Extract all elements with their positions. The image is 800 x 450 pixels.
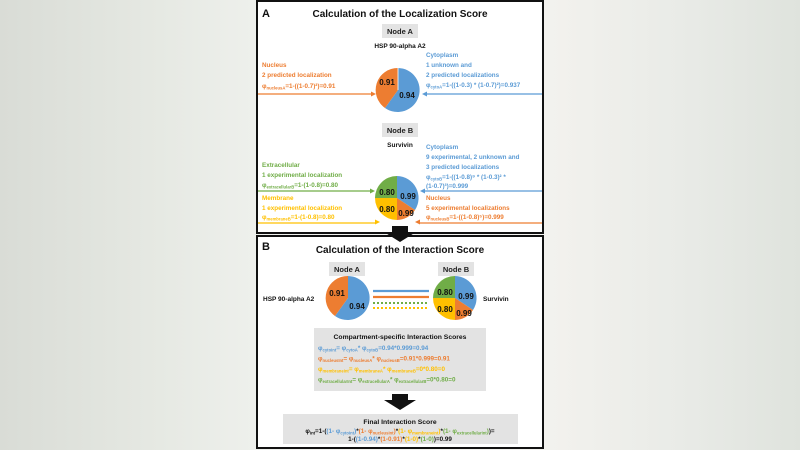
pie-value-nucleus: 0.99 bbox=[398, 209, 414, 218]
pie-slice-nucleus bbox=[325, 275, 348, 316]
pie-value-cytoplasm: 0.99 bbox=[458, 292, 474, 301]
node-b-label: Node B bbox=[443, 265, 470, 274]
pie-value-cytoplasm: 0.99 bbox=[400, 192, 416, 201]
node-b-cytoplasm-annotation: Cytoplasm 9 experimental, 2 unknown and … bbox=[426, 144, 520, 190]
pie-node-b-b: 0.80 0.99 0.80 0.99 bbox=[433, 276, 477, 320]
final-score-box bbox=[283, 414, 518, 444]
down-arrow-icon bbox=[384, 226, 416, 242]
annotation-text: 5 experimental localizations bbox=[426, 205, 510, 212]
annotation-title: Nucleus bbox=[262, 62, 287, 69]
annotation-title: Cytoplasm bbox=[426, 144, 459, 151]
final-formula-line-1: φint=1-((1- φcytoInt)*(1- φnucleusInt)*(… bbox=[305, 428, 495, 436]
pie-slice-nucleus bbox=[375, 67, 398, 108]
node-a-label: Node A bbox=[334, 265, 361, 274]
node-b-box bbox=[438, 262, 474, 276]
node-b-membrane-annotation: Membrane 1 experimental localization φme… bbox=[262, 195, 342, 222]
compartment-scores-title: Compartment-specific Interaction Scores bbox=[334, 334, 467, 341]
annotation-formula: φcytoA=1-((1-0.3) * (1-0.7)²)=0.937 bbox=[426, 82, 521, 90]
annotation-title: Membrane bbox=[262, 195, 294, 202]
pie-value-cytoplasm: 0.94 bbox=[349, 302, 365, 311]
annotation-text: 2 predicted localization bbox=[262, 72, 332, 79]
annotation-text: 1 experimental localization bbox=[262, 172, 342, 179]
pie-slice-cytoplasm bbox=[455, 276, 477, 310]
pie-node-a: 0.91 0.94 bbox=[375, 67, 420, 112]
panel-b-title: Calculation of the Interaction Score bbox=[316, 245, 485, 256]
pie-value-extracellular: 0.80 bbox=[379, 188, 395, 197]
node-a-nucleus-annotation: Nucleus 2 predicted localization φnucleu… bbox=[262, 62, 336, 91]
node-b-nucleus-annotation: Nucleus 5 experimental localizations φnu… bbox=[426, 195, 510, 222]
annotation-formula: φmembraneB=1-(1-0.8)=0.80 bbox=[262, 214, 335, 222]
pie-value-membrane: 0.80 bbox=[437, 305, 453, 314]
node-a-protein: HSP 90-alpha A2 bbox=[374, 43, 426, 50]
annotation-formula: φnucleusA=1-((1-0.7)²)=0.91 bbox=[262, 83, 336, 91]
pie-value-nucleus: 0.99 bbox=[456, 309, 472, 318]
annotation-title: Cytoplasm bbox=[426, 52, 459, 59]
node-b-protein: Survivin bbox=[483, 296, 509, 303]
arrowhead-icon bbox=[415, 219, 420, 225]
pie-slice-cytoplasm bbox=[385, 68, 420, 112]
node-b-box bbox=[382, 123, 418, 137]
annotation-text: 2 predicted localizations bbox=[426, 72, 500, 79]
pie-value-nucleus: 0.91 bbox=[329, 289, 345, 298]
node-b-protein: Survivin bbox=[387, 142, 413, 149]
arrowhead-icon bbox=[420, 188, 425, 194]
arrowhead-icon bbox=[375, 219, 380, 225]
annotation-text: 3 predicted localizations bbox=[426, 164, 500, 171]
pie-value-extracellular: 0.80 bbox=[437, 288, 453, 297]
pie-slice-membrane bbox=[375, 198, 397, 220]
pie-slice-membrane bbox=[433, 298, 455, 320]
compartment-score-row: φnucleusInt= φnucleusA* φnucleusB=0.91*0… bbox=[318, 356, 450, 364]
node-a-label: Node A bbox=[387, 27, 414, 36]
compartment-score-row: φmembraneInt= φmembraneA* φmembraneB=0*0… bbox=[318, 366, 445, 374]
final-score-title: Final Interaction Score bbox=[363, 419, 436, 426]
compartment-scores-box bbox=[314, 328, 486, 391]
annotation-formula: φcytoB=1-((1-0.8)⁹ * (1-0.3)² * bbox=[426, 174, 506, 182]
node-b-extracellular-annotation: Extracellular 1 experimental localizatio… bbox=[262, 162, 342, 190]
pie-value-cytoplasm: 0.94 bbox=[399, 91, 415, 100]
pie-node-b: 0.80 0.99 0.80 0.99 bbox=[375, 176, 419, 220]
annotation-title: Extracellular bbox=[262, 162, 300, 169]
node-b-label: Node B bbox=[387, 126, 414, 135]
arrowhead-icon bbox=[422, 91, 427, 97]
pie-value-nucleus: 0.91 bbox=[379, 78, 395, 87]
pie-slice-extracellular bbox=[433, 276, 455, 298]
pie-slice-extracellular bbox=[375, 176, 397, 198]
panel-b-label: B bbox=[262, 241, 270, 253]
panel-a-label: A bbox=[262, 8, 270, 20]
final-formula-line-2: 1-((1-0.94)*(1-0.91)*(1-0)*(1-0))=0.99 bbox=[348, 436, 452, 443]
compartment-score-row: φextracellularInt= φextracellularA* φext… bbox=[318, 377, 456, 385]
annotation-text: 9 experimental, 2 unknown and bbox=[426, 154, 520, 161]
compartment-scores-rows: φcytoInt= φcytoA* φcytoB=0.94*0.999=0.94… bbox=[318, 345, 456, 384]
pie-node-a-b: 0.91 0.94 bbox=[325, 275, 370, 320]
node-a-protein: HSP 90-alpha A2 bbox=[263, 296, 315, 303]
annotation-title: Nucleus bbox=[426, 195, 451, 202]
pie-slice-cytoplasm bbox=[335, 276, 370, 320]
annotation-text: 1 unknown and bbox=[426, 62, 472, 69]
down-arrow-icon bbox=[384, 394, 416, 410]
pie-slice-nucleus bbox=[455, 298, 473, 320]
annotation-text: 1 experimental localization bbox=[262, 205, 342, 212]
arrowhead-icon bbox=[370, 188, 375, 194]
annotation-formula: φnucleusB=1-((1-0.8)⁵)=0.999 bbox=[426, 214, 504, 222]
pie-slice-cytoplasm bbox=[397, 176, 419, 210]
arrowhead-icon bbox=[371, 91, 376, 97]
pie-value-membrane: 0.80 bbox=[379, 205, 395, 214]
annotation-formula: φextracellularB=1-(1-0.8)=0.80 bbox=[262, 182, 338, 190]
compartment-score-row: φcytoInt= φcytoA* φcytoB=0.94*0.999=0.94 bbox=[318, 345, 429, 353]
node-a-box bbox=[382, 24, 418, 38]
annotation-formula: (1-0.7)³)=0.999 bbox=[426, 183, 469, 190]
node-a-box bbox=[329, 262, 365, 276]
panel-a-title: Calculation of the Localization Score bbox=[312, 9, 487, 20]
pie-slice-nucleus bbox=[397, 198, 415, 220]
node-a-cytoplasm-annotation: Cytoplasm 1 unknown and 2 predicted loca… bbox=[426, 52, 521, 90]
